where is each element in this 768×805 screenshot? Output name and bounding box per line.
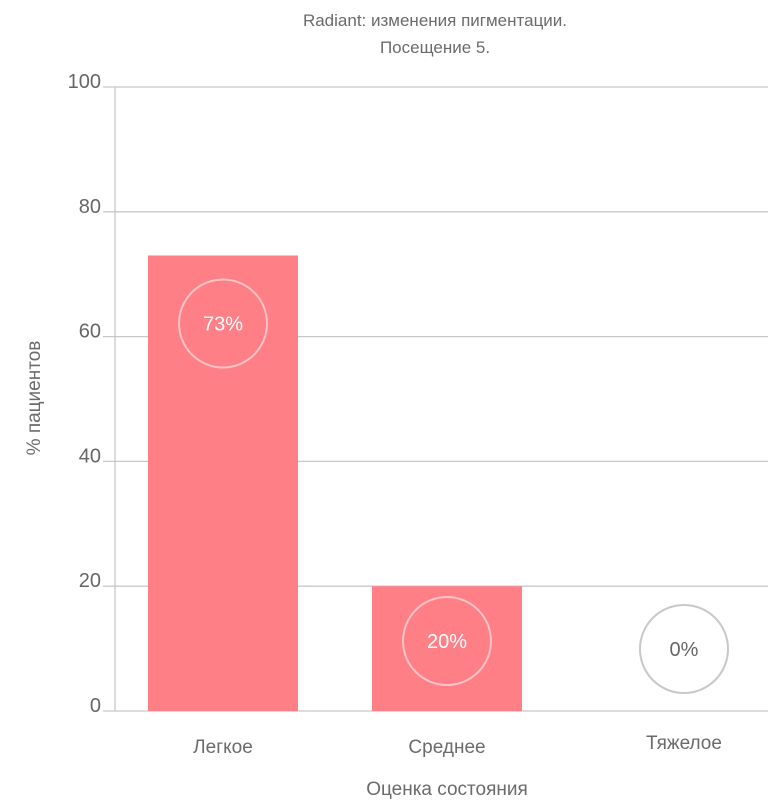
data-label: 0% — [670, 639, 699, 661]
data-label-badge — [639, 604, 729, 694]
bar — [148, 255, 298, 712]
y-axis-ticks: 0 20 40 60 80 100 — [68, 71, 101, 717]
y-tick-label: 80 — [79, 196, 101, 218]
y-tick-label: 100 — [68, 71, 101, 93]
data-labels: 73% 20% 0% — [178, 278, 729, 694]
bar — [372, 586, 522, 711]
x-category-label: Тяжелое — [646, 733, 722, 754]
data-label-badge — [178, 278, 268, 369]
chart-subtitle: Посещение 5. — [380, 38, 490, 57]
y-axis-label: % пациентов — [24, 341, 45, 456]
y-tick-label: 40 — [79, 445, 101, 467]
bars — [148, 255, 522, 712]
x-axis-label: Оценка состояния — [366, 779, 528, 800]
data-label: 20% — [427, 631, 467, 653]
x-category-label: Легкое — [193, 737, 253, 758]
y-tick-label: 0 — [90, 695, 101, 717]
data-label: 73% — [203, 313, 243, 335]
y-tick-label: 60 — [79, 321, 101, 343]
data-label-badge — [402, 596, 492, 686]
x-category-label: Среднее — [408, 737, 485, 758]
y-tick-label: 20 — [79, 570, 101, 592]
chart-title: Radiant: изменения пигментации. — [303, 11, 567, 30]
x-axis-categories: Легкое Среднее Тяжелое — [193, 733, 722, 758]
